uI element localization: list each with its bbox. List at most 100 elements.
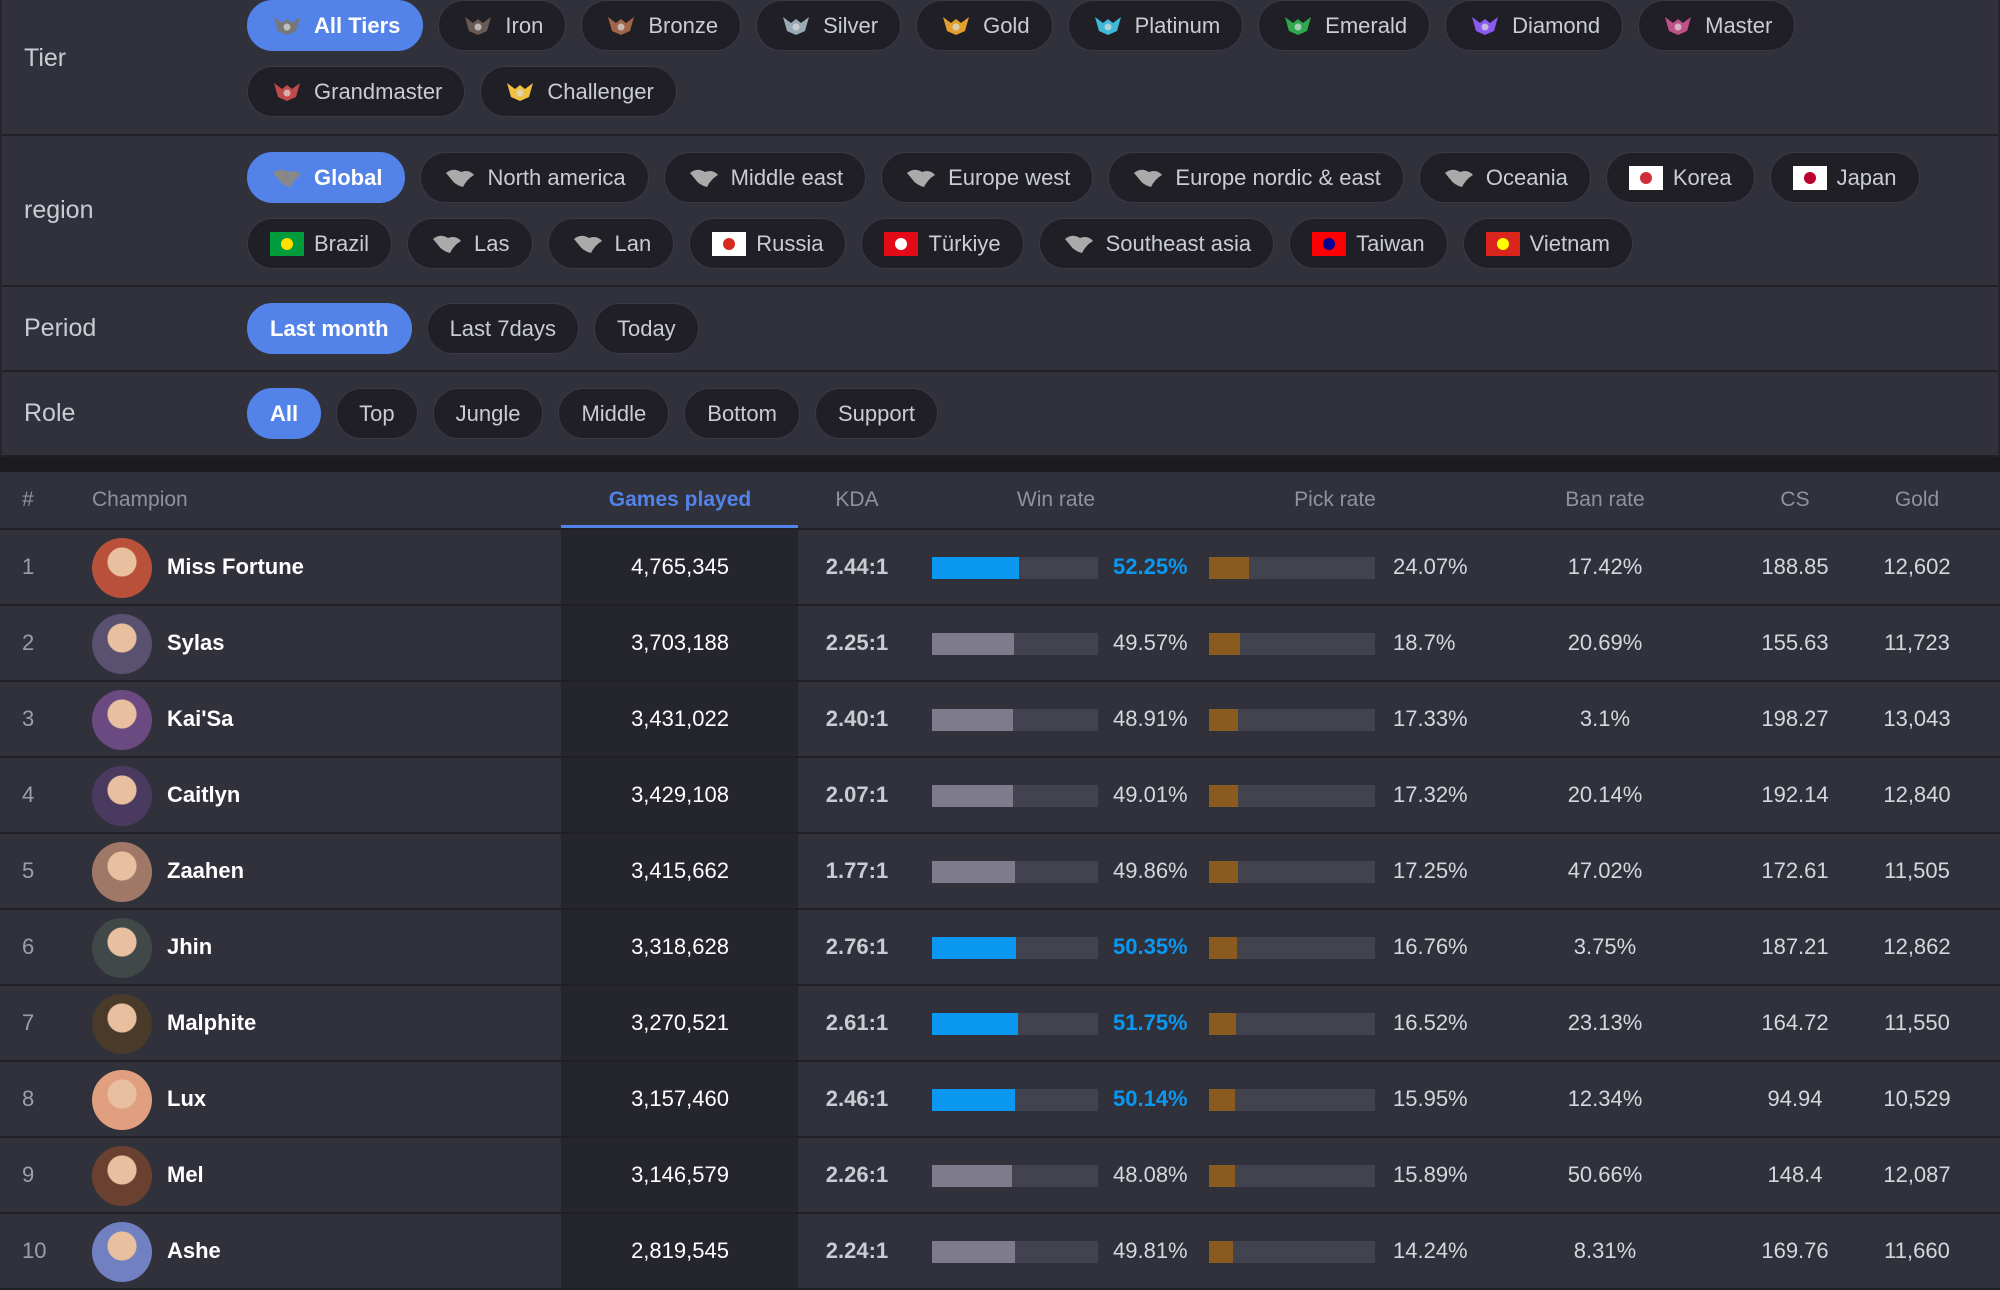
- champion-avatar[interactable]: [92, 842, 152, 902]
- champion-name[interactable]: Caitlyn: [167, 782, 241, 807]
- filter-pill[interactable]: Diamond: [1445, 0, 1624, 51]
- pill-text: Master: [1705, 12, 1773, 38]
- table-row[interactable]: 5 Zaahen 3,415,662 1.77:1 47.02% 172.61 11,505…: [0, 834, 2000, 910]
- filter-pill[interactable]: Jungle: [432, 388, 544, 439]
- champion-avatar[interactable]: [92, 1222, 152, 1282]
- filter-pill[interactable]: Las: [407, 218, 533, 269]
- filter-pill[interactable]: Top: [336, 388, 418, 439]
- filter-pill[interactable]: All Tiers: [247, 0, 424, 51]
- cs: 188.85: [1761, 554, 1829, 579]
- champion-avatar[interactable]: [92, 994, 152, 1054]
- filter-pill[interactable]: All: [247, 388, 322, 439]
- filter-row: Role All Top Jungle Middle Bottom Support: [2, 372, 1998, 457]
- filter-pill[interactable]: Challenger: [480, 66, 677, 117]
- filter-pill[interactable]: Southeast asia: [1038, 218, 1275, 269]
- champion-name[interactable]: Kai'Sa: [167, 706, 234, 731]
- gold: 13,043: [1883, 706, 1951, 731]
- champion-avatar[interactable]: [92, 538, 152, 598]
- filter-pill[interactable]: Bottom: [684, 388, 800, 439]
- filter-pill[interactable]: Today: [593, 303, 699, 354]
- champion-avatar[interactable]: [92, 1146, 152, 1206]
- filter-pill[interactable]: Brazil: [247, 218, 393, 269]
- table-row[interactable]: 8 Lux 3,157,460 2.46:1 12.34% 94.94 10,529 50.1…: [0, 1062, 2000, 1138]
- games-played: 2,819,545: [631, 1238, 729, 1263]
- win-rate-bar: [932, 785, 1014, 807]
- filter-pill[interactable]: Türkiye: [861, 218, 1024, 269]
- filter-pill[interactable]: Last month: [247, 303, 412, 354]
- win-rate-bar: [932, 633, 1015, 655]
- filter-pill[interactable]: Middle: [558, 388, 670, 439]
- filter-pill[interactable]: Oceania: [1418, 152, 1591, 203]
- ban-rate: 20.69%: [1567, 630, 1643, 655]
- pick-rate-track: [1209, 861, 1375, 883]
- filter-pill[interactable]: Lan: [547, 218, 675, 269]
- filter-pill[interactable]: Silver: [756, 0, 902, 51]
- filter-pill[interactable]: Platinum: [1067, 0, 1244, 51]
- filter-pill[interactable]: Last 7days: [426, 303, 579, 354]
- champion-name[interactable]: Jhin: [167, 934, 213, 959]
- pick-rate-track: [1209, 1165, 1375, 1187]
- filter-pill[interactable]: Europe nordic & east: [1108, 152, 1404, 203]
- champion-name[interactable]: Zaahen: [167, 858, 245, 883]
- champion-avatar[interactable]: [92, 690, 152, 750]
- table-row[interactable]: 4 Caitlyn 3,429,108 2.07:1 20.14% 192.14 12,84…: [0, 758, 2000, 834]
- champion-name[interactable]: Ashe: [167, 1238, 221, 1263]
- icon: [783, 16, 810, 35]
- win-rate: 52.25%: [1113, 554, 1188, 579]
- pick-rate: 16.76%: [1393, 934, 1468, 959]
- filter-pill[interactable]: Master: [1638, 0, 1796, 51]
- filter-pill[interactable]: Taiwan: [1289, 218, 1448, 269]
- filter-pill[interactable]: Korea: [1605, 152, 1755, 203]
- champion-avatar[interactable]: [92, 766, 152, 826]
- champion-name[interactable]: Sylas: [167, 630, 225, 655]
- table-row[interactable]: 9 Mel 3,146,579 2.26:1 50.66% 148.4 12,087 48.0…: [0, 1138, 2000, 1214]
- header-cell[interactable]: Games played: [608, 488, 752, 511]
- pill-text: Las: [474, 230, 510, 256]
- filter-pill[interactable]: Vietnam: [1462, 218, 1633, 269]
- filter-pill[interactable]: Japan: [1769, 152, 1920, 203]
- kda: 2.46:1: [825, 1086, 889, 1111]
- filter-label: Tier: [24, 44, 67, 72]
- champion-name[interactable]: Lux: [167, 1086, 207, 1111]
- filter-pill[interactable]: Bronze: [581, 0, 742, 51]
- filter-options: Global North america Middle east Europe wes…: [247, 152, 1987, 269]
- sorted-column-bg: [561, 606, 798, 680]
- filter-pill[interactable]: Gold: [916, 0, 1053, 51]
- table-row[interactable]: 7 Malphite 3,270,521 2.61:1 23.13% 164.72 11,5…: [0, 986, 2000, 1062]
- champion-avatar[interactable]: [92, 918, 152, 978]
- filter-row: region Global North america Middle east Euro…: [2, 136, 1998, 287]
- pick-rate: 24.07%: [1393, 554, 1468, 579]
- filter-row: Tier All Tiers Iron Bronze Silver Gold Platinu…: [2, 0, 1998, 136]
- filter-label: Role: [24, 399, 76, 427]
- table-row[interactable]: 6 Jhin 3,318,628 2.76:1 3.75% 187.21 12,862 50.…: [0, 910, 2000, 986]
- filter-pill[interactable]: Grandmaster: [247, 66, 466, 117]
- filter-pill[interactable]: Europe west: [881, 152, 1094, 203]
- gold: 11,660: [1884, 1238, 1950, 1263]
- champion-name[interactable]: Miss Fortune: [167, 554, 304, 579]
- cs: 187.21: [1761, 934, 1829, 959]
- champion-avatar[interactable]: [92, 1070, 152, 1130]
- filter-pill[interactable]: Support: [814, 388, 939, 439]
- filter-pill[interactable]: Emerald: [1258, 0, 1431, 51]
- pill-text: Japan: [1836, 164, 1897, 190]
- filter-pill[interactable]: Middle east: [663, 152, 867, 203]
- filter-pill[interactable]: Global: [247, 152, 406, 203]
- table-row[interactable]: 10 Ashe 2,819,545 2.24:1 8.31% 169.76 11,660 49…: [0, 1214, 2000, 1290]
- filter-pill[interactable]: Iron: [438, 0, 567, 51]
- table-row[interactable]: 1 Miss Fortune 4,765,345 2.44:1 17.42% 188.85…: [0, 530, 2000, 606]
- icon: [573, 235, 602, 253]
- filter-pill[interactable]: Russia: [689, 218, 847, 269]
- pick-rate: 15.95%: [1393, 1086, 1468, 1111]
- kda: 1.77:1: [825, 858, 889, 883]
- table-row[interactable]: 3 Kai'Sa 3,431,022 2.40:1 3.1% 198.27 13,043 48…: [0, 682, 2000, 758]
- champion-name[interactable]: Malphite: [167, 1010, 257, 1035]
- pick-rate-bar: [1209, 1241, 1233, 1263]
- kda: 2.40:1: [825, 706, 889, 731]
- table-row[interactable]: 2 Sylas 3,703,188 2.25:1 20.69% 155.63 11,723 4…: [0, 606, 2000, 682]
- win-rate-track: [932, 861, 1098, 883]
- pill-text: Southeast asia: [1105, 230, 1252, 256]
- champion-name[interactable]: Mel: [167, 1162, 204, 1187]
- filter-pill[interactable]: North america: [420, 152, 649, 203]
- champion-avatar[interactable]: [92, 614, 152, 674]
